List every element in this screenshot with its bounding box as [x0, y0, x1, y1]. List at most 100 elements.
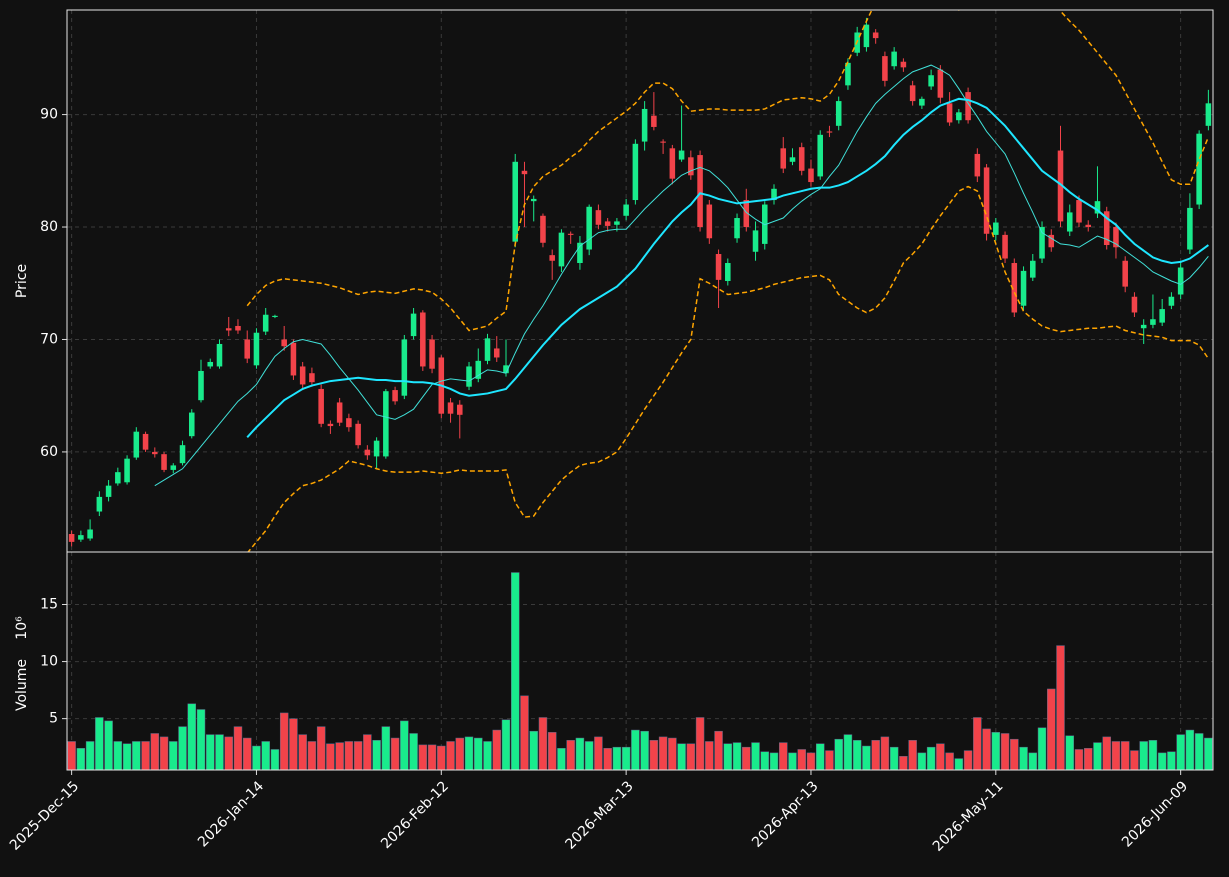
volume-bar — [279, 712, 289, 771]
volume-bar — [67, 741, 76, 771]
volume-bar — [852, 740, 862, 771]
candle-body — [512, 161, 519, 242]
y2-tick-label: 15 — [40, 597, 58, 613]
candle-body — [1205, 103, 1212, 126]
candle-body — [697, 155, 703, 228]
volume-bar — [760, 751, 769, 771]
volume-bar — [695, 717, 705, 771]
candle-body — [447, 402, 454, 414]
candle-body — [299, 366, 306, 385]
volume-bar — [483, 741, 492, 771]
volume-bar — [899, 756, 908, 771]
candle-body — [604, 221, 611, 226]
candle-body — [383, 391, 389, 457]
volume-bar — [621, 746, 631, 771]
volume-bar — [908, 740, 917, 771]
volume-bar — [1056, 645, 1065, 771]
candle-body — [1168, 296, 1175, 306]
volume-bar — [945, 752, 954, 771]
volume-bar — [880, 736, 890, 771]
volume-bar — [889, 746, 899, 771]
y2-offset-label: 10⁶ — [14, 616, 30, 640]
candle-body — [623, 204, 629, 216]
volume-bar — [1204, 737, 1213, 771]
indicator-line — [154, 64, 1209, 487]
volume-bar — [1084, 748, 1093, 771]
volume-bar — [409, 733, 418, 771]
candle-body — [725, 263, 731, 281]
candle-body — [262, 314, 269, 332]
volume-bar — [658, 736, 668, 771]
candle-body — [244, 339, 250, 359]
candle-body — [142, 433, 149, 450]
volume-bar — [557, 748, 566, 771]
volume-bar — [834, 738, 843, 771]
volume-bar — [963, 750, 973, 771]
candle-body — [179, 445, 186, 464]
candle-body — [586, 206, 592, 250]
candle-body — [1113, 227, 1119, 248]
volume-bar — [141, 741, 150, 771]
candle-body — [364, 449, 371, 456]
volume-bar — [1139, 741, 1148, 771]
volume-bar — [1157, 752, 1167, 771]
candle-body — [272, 315, 278, 317]
volume-bar — [714, 730, 723, 771]
candle-body — [410, 313, 417, 337]
volume-bar — [1120, 741, 1130, 771]
candle-body — [161, 454, 167, 470]
volume-bar — [1028, 752, 1038, 771]
volume-bar — [594, 736, 603, 771]
volume-bar — [233, 726, 243, 771]
candle-body — [595, 210, 602, 225]
volume-bar — [1111, 741, 1121, 771]
candle-body — [678, 150, 685, 160]
volume-bar — [677, 743, 686, 771]
volume-bar — [400, 720, 409, 771]
candle-body — [577, 242, 583, 264]
indicator-line — [246, 97, 1209, 438]
volume-bar — [316, 726, 326, 771]
candle-body — [1103, 211, 1110, 246]
volume-bar — [206, 734, 215, 771]
candle-body — [1030, 260, 1036, 278]
candle-body — [401, 339, 408, 396]
candle-body — [530, 198, 537, 202]
y2-tick-label: 5 — [49, 711, 58, 727]
candle-body — [1048, 234, 1055, 248]
volume-bar — [381, 726, 391, 771]
y-tick-label: 90 — [40, 107, 58, 123]
candle-body — [614, 221, 620, 225]
volume-bar — [437, 745, 446, 771]
volume-bar — [917, 752, 927, 771]
volume-bar — [1185, 729, 1195, 771]
candle-body — [1002, 234, 1008, 259]
candle-body — [466, 366, 472, 387]
volume-bar — [474, 737, 483, 771]
volume-bar — [751, 742, 760, 771]
volume-bar — [446, 741, 455, 771]
volume-bar — [547, 732, 557, 771]
candle-body — [835, 101, 842, 126]
candle-body — [1196, 133, 1202, 205]
candle-body — [392, 390, 398, 402]
candle-body — [706, 204, 713, 239]
volume-bar — [566, 740, 575, 771]
candle-body — [1140, 324, 1147, 329]
volume-bar — [1065, 735, 1074, 771]
candle-body — [78, 535, 84, 540]
volume-bar — [668, 737, 677, 771]
volume-bar — [132, 741, 141, 771]
volume-bar — [307, 741, 317, 771]
candle-body — [1187, 207, 1193, 250]
candle-body — [225, 328, 232, 331]
volume-bar — [455, 737, 465, 771]
volume-bar — [298, 734, 307, 771]
candle-body — [1094, 201, 1101, 214]
candle-body — [872, 32, 879, 39]
volume-bar — [991, 732, 1001, 771]
y-axis-label: Price — [14, 264, 30, 298]
candle-body — [558, 232, 565, 267]
candle-body — [715, 254, 722, 280]
candle-body — [207, 361, 214, 367]
